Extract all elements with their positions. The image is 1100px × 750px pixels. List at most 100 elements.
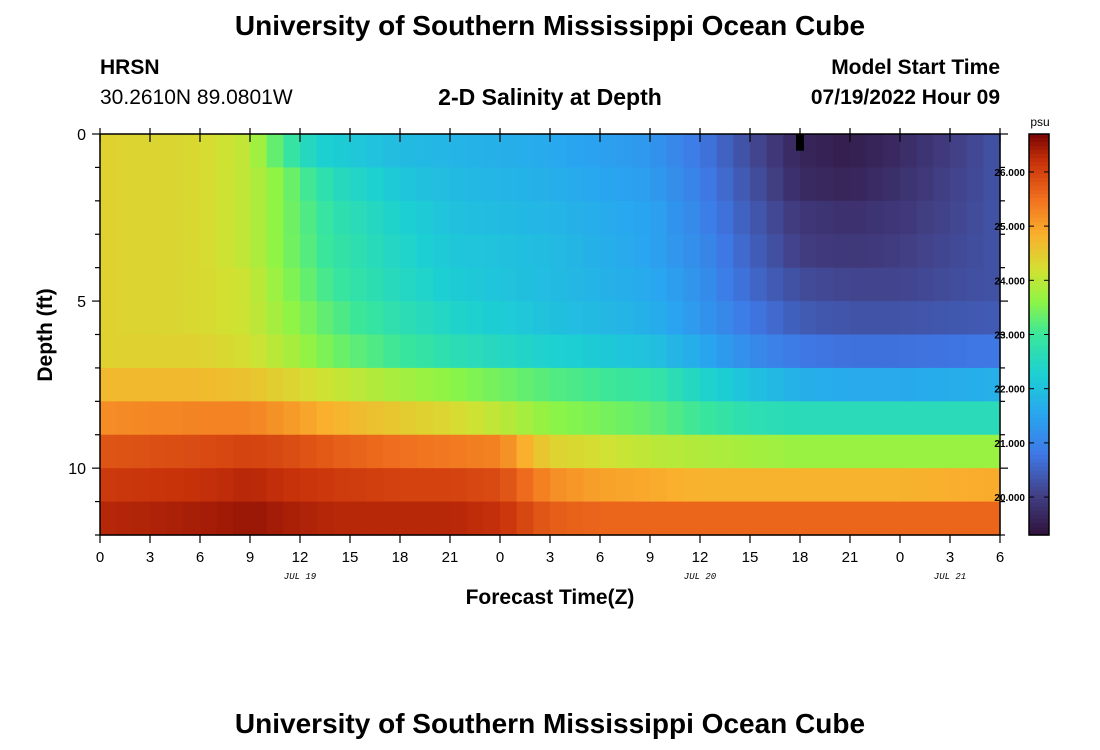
heatmap-cell bbox=[400, 234, 418, 269]
heatmap-cell bbox=[116, 167, 134, 202]
heatmap-cell bbox=[166, 468, 184, 503]
colorbar-segment bbox=[1029, 258, 1049, 263]
heatmap-cell bbox=[600, 267, 618, 302]
colorbar-tick-label: 23.000 bbox=[994, 331, 1025, 342]
heatmap-cell bbox=[750, 434, 768, 469]
heatmap-cell bbox=[350, 501, 368, 536]
heatmap-cell bbox=[516, 200, 534, 235]
heatmap-cell bbox=[216, 367, 234, 402]
heatmap-cell bbox=[633, 468, 651, 503]
heatmap-cell bbox=[250, 234, 268, 269]
heatmap-cell bbox=[300, 401, 318, 436]
heatmap-cell bbox=[700, 501, 718, 536]
heatmap-cell bbox=[150, 267, 168, 302]
heatmap-cell bbox=[733, 334, 751, 369]
heatmap-cell bbox=[116, 200, 134, 235]
heatmap-cell bbox=[200, 434, 218, 469]
heatmap-cell bbox=[150, 200, 168, 235]
x-tick-label: 18 bbox=[792, 549, 809, 566]
heatmap-cell bbox=[316, 200, 334, 235]
heatmap-cell bbox=[900, 367, 918, 402]
heatmap-cell bbox=[133, 267, 151, 302]
footer-title: University of Southern Mississippi Ocean… bbox=[234, 708, 866, 739]
heatmap-cell bbox=[750, 267, 768, 302]
heatmap-cell bbox=[666, 167, 684, 202]
heatmap-cell bbox=[566, 301, 584, 336]
heatmap-cell bbox=[100, 434, 118, 469]
heatmap-cell bbox=[100, 134, 118, 169]
heatmap-cell bbox=[666, 501, 684, 536]
heatmap-cell bbox=[416, 301, 434, 336]
heatmap-cell bbox=[583, 167, 601, 202]
heatmap-cell bbox=[833, 468, 851, 503]
heatmap-cell bbox=[166, 301, 184, 336]
heatmap-cell bbox=[900, 401, 918, 436]
heatmap-cell bbox=[133, 167, 151, 202]
heatmap-cell bbox=[933, 501, 951, 536]
heatmap-cell bbox=[316, 367, 334, 402]
x-tick-label: 6 bbox=[196, 549, 204, 566]
heatmap-cell bbox=[216, 401, 234, 436]
heatmap-cell bbox=[783, 301, 801, 336]
heatmap-cell bbox=[250, 468, 268, 503]
heatmap-cell bbox=[483, 501, 501, 536]
heatmap-cell bbox=[600, 301, 618, 336]
heatmap-cell bbox=[316, 267, 334, 302]
y-axis-tick-labels: 0 5 10 bbox=[68, 127, 86, 478]
heatmap-cell bbox=[966, 468, 984, 503]
heatmap-cell bbox=[900, 468, 918, 503]
heatmap-cell bbox=[366, 434, 384, 469]
heatmap-cell bbox=[416, 468, 434, 503]
colorbar-segment bbox=[1029, 182, 1049, 187]
heatmap-cell bbox=[466, 200, 484, 235]
colorbar-segment bbox=[1029, 310, 1049, 316]
colorbar-segment bbox=[1029, 174, 1049, 179]
colorbar-segment bbox=[1029, 474, 1049, 480]
heatmap-cell bbox=[850, 367, 868, 402]
heatmap-cell bbox=[783, 468, 801, 503]
heatmap-cell bbox=[850, 134, 868, 169]
heatmap-cell bbox=[983, 468, 1001, 503]
heatmap-cell bbox=[283, 334, 301, 369]
heatmap-cell bbox=[350, 434, 368, 469]
heatmap-cell bbox=[983, 501, 1001, 536]
colorbar-segment bbox=[1029, 518, 1049, 524]
heatmap-cell bbox=[800, 468, 818, 503]
heatmap-cell bbox=[400, 200, 418, 235]
heatmap-cell bbox=[900, 234, 918, 269]
heatmap-cell bbox=[900, 134, 918, 169]
heatmap-cell bbox=[483, 434, 501, 469]
heatmap-cell bbox=[566, 434, 584, 469]
colorbar-segment bbox=[1029, 470, 1049, 476]
colorbar-segment bbox=[1029, 426, 1049, 432]
heatmap-cell bbox=[533, 301, 551, 336]
x-tick-label: 3 bbox=[146, 549, 154, 566]
heatmap-cell bbox=[333, 167, 351, 202]
heatmap-cell bbox=[866, 501, 884, 536]
heatmap-cell bbox=[966, 234, 984, 269]
heatmap-cell bbox=[900, 267, 918, 302]
heatmap-cell bbox=[800, 267, 818, 302]
heatmap-cell bbox=[316, 234, 334, 269]
heatmap-cell bbox=[400, 367, 418, 402]
colorbar-segment bbox=[1029, 210, 1049, 215]
heatmap-cell bbox=[766, 301, 784, 336]
marker-layer bbox=[796, 134, 804, 151]
colorbar-segment bbox=[1029, 262, 1049, 267]
heatmap-cell bbox=[483, 367, 501, 402]
heatmap-cell bbox=[533, 200, 551, 235]
colorbar-segment bbox=[1029, 386, 1049, 392]
heatmap-cell bbox=[250, 334, 268, 369]
heatmap-cell bbox=[783, 334, 801, 369]
heatmap-cell bbox=[550, 367, 568, 402]
heatmap-cell bbox=[483, 267, 501, 302]
heatmap-cell bbox=[966, 334, 984, 369]
heatmap-cell bbox=[633, 367, 651, 402]
heatmap-cell bbox=[866, 401, 884, 436]
heatmap-cell bbox=[550, 334, 568, 369]
heatmap-cell bbox=[483, 167, 501, 202]
colorbar-segment bbox=[1029, 446, 1049, 452]
heatmap-cell bbox=[800, 367, 818, 402]
heatmap-cell bbox=[766, 367, 784, 402]
heatmap-cell bbox=[783, 401, 801, 436]
